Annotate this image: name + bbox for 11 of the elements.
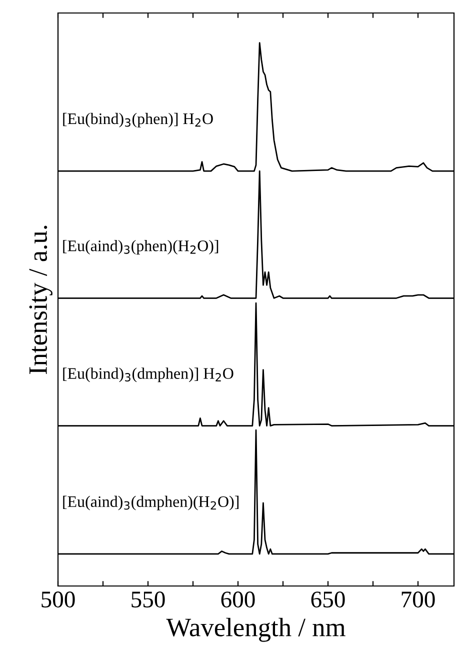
series-label: [Eu(bind)$_{3}$(dmphen)] H$_{2}$O xyxy=(63,368,234,382)
x-tick-label: 500 xyxy=(42,592,75,608)
y-axis-title: Intensity / a.u. xyxy=(29,226,52,374)
x-axis-title: Wavelength / nm xyxy=(166,618,346,642)
x-tick-label: 600 xyxy=(221,592,255,608)
x-tick-label: 700 xyxy=(402,592,435,608)
text: [Eu(aind)$_{3}$(phen)(H$_{2}$O)] xyxy=(63,240,218,254)
x-tick-label: 650 xyxy=(311,592,345,608)
x-tick-label: 550 xyxy=(132,592,165,608)
series-label: [Eu(aind)$_{3}$(dmphen)(H$_{2}$O)] xyxy=(63,496,238,510)
text: [Eu(bind)$_{3}$(phen)] H$_{2}$O xyxy=(63,112,213,128)
